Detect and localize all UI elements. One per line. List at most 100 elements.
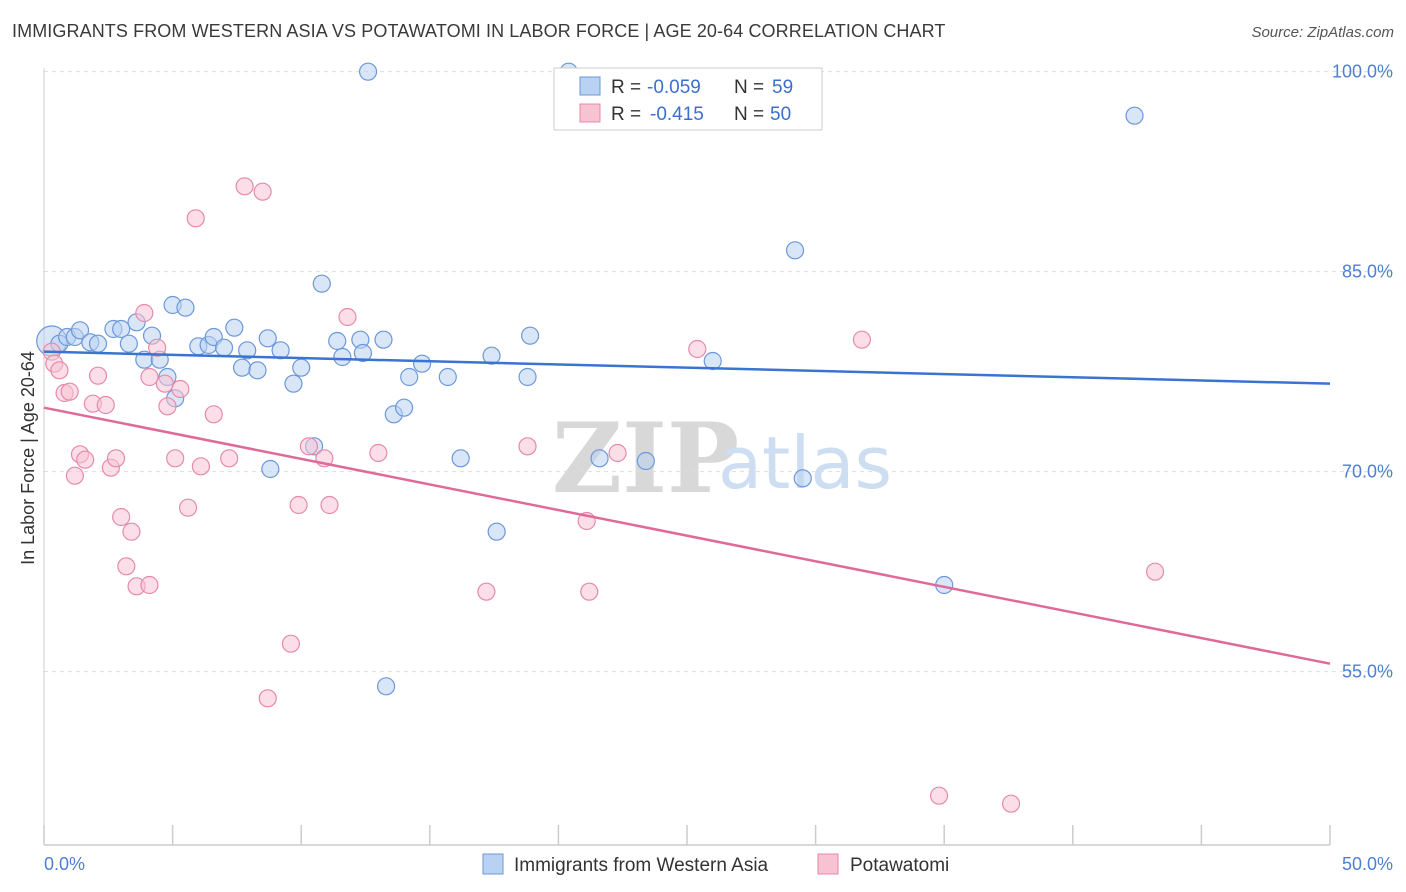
potawatomi-point — [281, 634, 301, 653]
potawatomi-point — [135, 303, 154, 323]
chart-source: Source: ZipAtlas.com — [1251, 24, 1394, 41]
legend-n-label-blue: N = — [734, 77, 764, 98]
western-asia-point — [374, 330, 393, 349]
potawatomi-point — [158, 397, 177, 416]
western-asia-point — [232, 358, 252, 377]
potawatomi-point — [166, 449, 185, 468]
western-asia-point — [394, 398, 414, 417]
potawatomi-point — [477, 582, 496, 601]
western-asia-point — [214, 338, 234, 357]
potawatomi-point — [299, 437, 319, 456]
potawatomi-point — [369, 443, 388, 463]
potawatomi-point — [178, 498, 198, 517]
legend-swatch-blue — [579, 76, 601, 96]
bottom-legend-label-western-asia: Immigrants from Western Asia — [514, 855, 769, 876]
potawatomi-point — [204, 405, 223, 424]
western-asia-point — [438, 367, 457, 387]
potawatomi-point — [106, 449, 126, 468]
western-asia-point — [70, 321, 90, 340]
potawatomi-point — [929, 786, 949, 805]
western-asia-point — [328, 331, 347, 351]
western-asia-point — [518, 367, 537, 387]
potawatomi-point — [1146, 562, 1165, 581]
western-asia-point — [358, 62, 378, 81]
potawatomi-point — [338, 307, 357, 327]
x-tick-label-max: 50.0% — [1342, 854, 1393, 874]
western-asia-point — [261, 459, 280, 479]
western-asia-point — [785, 241, 805, 260]
western-asia-point — [451, 449, 470, 468]
western-asia-point — [225, 318, 244, 337]
western-asia-point — [284, 374, 303, 393]
y-axis-title: In Labor Force | Age 20-64 — [18, 351, 38, 565]
western-asia-point — [248, 361, 267, 380]
potawatomi-point — [320, 495, 339, 515]
western-asia-point — [482, 346, 501, 365]
potawatomi-point — [220, 449, 239, 468]
potawatomi-trend-line — [43, 406, 1331, 665]
legend-n-label-pink: N = — [734, 104, 764, 125]
watermark-atlas: atlas — [718, 421, 892, 505]
western-asia-point — [258, 329, 277, 348]
western-asia-point — [238, 341, 257, 360]
y-tick-labels: 55.0% 70.0% 85.0% 100.0% — [1332, 62, 1393, 682]
bottom-legend-swatch-pink — [817, 853, 839, 875]
potawatomi-point — [112, 507, 131, 527]
potawatomi-point — [1001, 794, 1021, 813]
potawatomi-point — [608, 443, 627, 463]
potawatomi-point — [88, 366, 108, 385]
western-asia-point — [400, 367, 419, 387]
potawatomi-point — [191, 457, 210, 476]
western-asia-point — [521, 326, 540, 345]
trend-lines — [43, 350, 1331, 665]
potawatomi-point — [65, 466, 84, 485]
potawatomi-point — [76, 450, 95, 469]
potawatomi-point — [117, 557, 136, 576]
potawatomi-point — [580, 582, 599, 601]
potawatomi-point — [50, 361, 69, 380]
western-asia-point — [271, 341, 290, 360]
potawatomi-point — [140, 367, 159, 387]
chart-title: IMMIGRANTS FROM WESTERN ASIA VS POTAWATO… — [12, 21, 946, 41]
series-legend: Immigrants from Western Asia Potawatomi — [482, 853, 949, 876]
legend-swatch-pink — [579, 103, 601, 123]
western-asia-point — [312, 274, 331, 293]
legend-r-label-blue: R = — [611, 77, 641, 98]
potawatomi-point — [155, 374, 174, 393]
western-asia-point — [176, 298, 195, 317]
potawatomi-point — [688, 339, 707, 359]
potawatomi-point — [235, 177, 254, 196]
western-asia-point — [1125, 106, 1144, 125]
western-asia-point — [88, 334, 108, 353]
potawatomi-point — [96, 395, 115, 415]
western-asia-point — [112, 319, 131, 339]
potawatomi-point — [171, 379, 190, 399]
potawatomi-point — [60, 382, 79, 401]
western-asia-point — [590, 449, 609, 468]
legend-n-value-pink: 50 — [770, 104, 791, 125]
western-asia-point — [292, 358, 311, 377]
western-asia-point — [119, 334, 138, 353]
legend-r-value-blue: -0.059 — [647, 77, 701, 98]
western-asia-point — [793, 469, 812, 488]
western-asia-trend-line — [43, 350, 1331, 385]
potawatomi-point — [852, 330, 871, 349]
western-asia-point — [636, 451, 655, 471]
legend-r-value-pink: -0.415 — [650, 104, 704, 125]
potawatomi-point — [253, 182, 272, 201]
bottom-legend-swatch-blue — [482, 853, 504, 875]
y-tick-label: 85.0% — [1342, 262, 1393, 282]
legend-r-label-pink: R = — [611, 104, 641, 125]
y-tick-label: 55.0% — [1342, 662, 1393, 682]
y-tick-label: 100.0% — [1332, 62, 1393, 82]
x-ticks — [43, 825, 1331, 845]
western-asia-point — [487, 522, 506, 541]
x-tick-label-min: 0.0% — [44, 854, 85, 874]
potawatomi-point — [258, 689, 277, 708]
potawatomi-point — [186, 209, 205, 228]
y-tick-label: 70.0% — [1342, 462, 1393, 482]
western-asia-point — [333, 347, 352, 367]
western-asia-point — [412, 354, 432, 373]
potawatomi-point — [122, 522, 141, 541]
